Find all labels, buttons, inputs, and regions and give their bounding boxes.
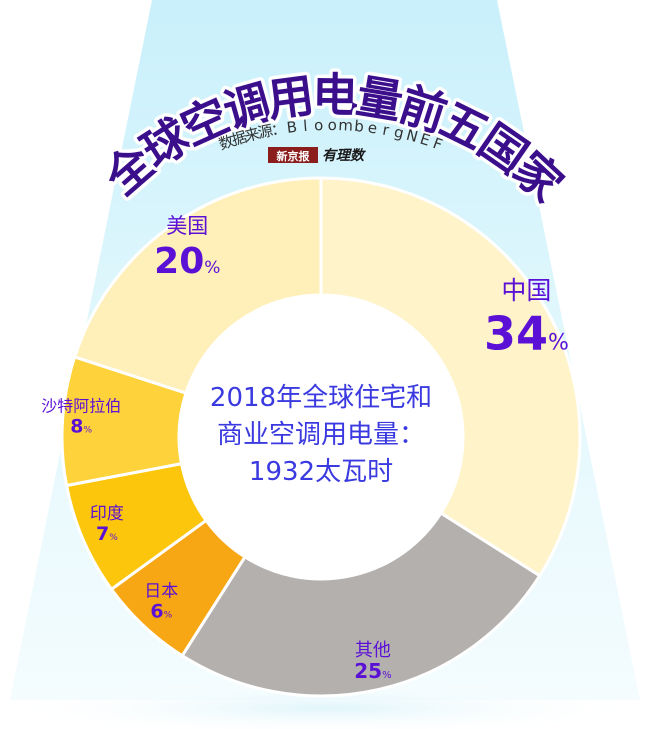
- source-char: r: [381, 121, 391, 140]
- logo-brand-box: [268, 147, 318, 163]
- source-char: b: [354, 117, 365, 136]
- slice-label: 沙特阿拉伯: [41, 397, 121, 416]
- slice-label: 美国: [166, 214, 208, 238]
- center-annotation: 2018年全球住宅和 商业空调用电量： 1932太瓦时: [210, 383, 432, 487]
- donut-chart: [60, 176, 582, 698]
- source-char: o: [314, 116, 324, 134]
- source-char: ：: [270, 119, 288, 139]
- source-char: 据: [229, 128, 249, 150]
- source-char: o: [328, 116, 337, 134]
- slice-value: 6%: [150, 601, 172, 623]
- slice-label: 其他: [355, 640, 391, 661]
- slice-value: 25%: [354, 659, 391, 683]
- source-char: l: [303, 117, 309, 135]
- donut-slice: [180, 511, 542, 698]
- slice-value: 7%: [96, 523, 118, 545]
- source-char: B: [286, 118, 298, 137]
- source-char: 源: [256, 121, 274, 142]
- center-text-line-1: 2018年全球住宅和: [210, 383, 432, 413]
- publisher-logo: 新京报 有理数: [268, 147, 366, 164]
- donut-hole: [179, 295, 463, 579]
- source-char: g: [392, 123, 405, 143]
- slice-label: 中国: [501, 276, 551, 305]
- slice-label: 日本: [144, 582, 178, 602]
- source-char: m: [338, 116, 354, 135]
- slice-value: 20%: [154, 241, 220, 282]
- title-char: 用: [264, 68, 317, 127]
- slice-value: 8%: [70, 415, 92, 437]
- source-char: N: [404, 126, 420, 146]
- center-text-line-3: 1932太瓦时: [249, 457, 393, 487]
- slice-label: 印度: [90, 504, 124, 524]
- title-char: 电: [312, 68, 359, 123]
- logo-brand-text: 新京报: [277, 149, 311, 163]
- center-text-line-2: 商业空调用电量：: [217, 420, 425, 450]
- source-char: e: [367, 118, 379, 137]
- logo-product-text: 有理数: [322, 147, 366, 164]
- source-char: 来: [243, 124, 262, 145]
- source-char: 数: [216, 132, 236, 154]
- floor-glow: [0, 680, 650, 729]
- slice-value: 34%: [484, 306, 569, 360]
